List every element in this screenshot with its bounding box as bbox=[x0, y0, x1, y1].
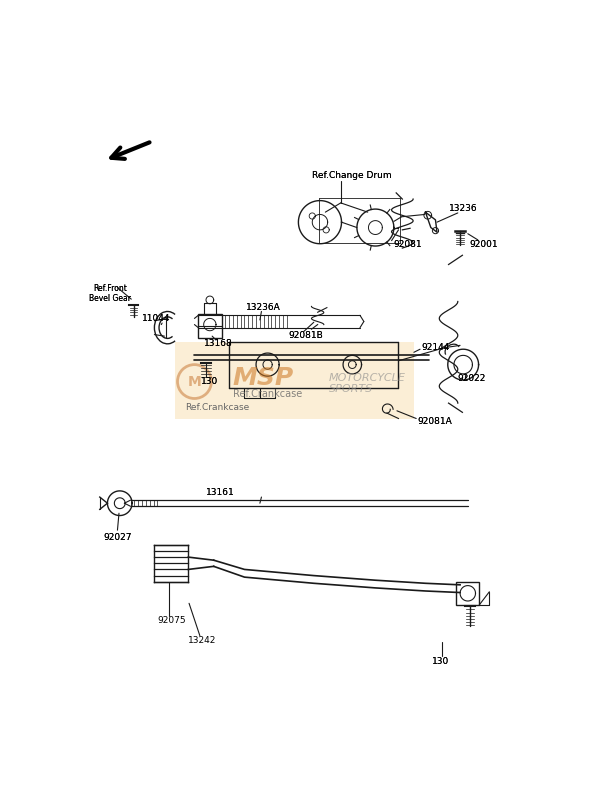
Text: SPORTS: SPORTS bbox=[329, 384, 373, 394]
Text: Ref.Crankcase: Ref.Crankcase bbox=[233, 389, 302, 399]
Text: 92081: 92081 bbox=[393, 240, 422, 249]
Text: 92144: 92144 bbox=[422, 343, 450, 352]
Text: 11044: 11044 bbox=[142, 314, 170, 323]
Text: 92022: 92022 bbox=[458, 374, 486, 383]
Text: 92001: 92001 bbox=[469, 240, 498, 249]
FancyBboxPatch shape bbox=[175, 341, 414, 419]
Text: Ref.Front
Bevel Gear: Ref.Front Bevel Gear bbox=[89, 284, 131, 304]
Text: 13242: 13242 bbox=[188, 636, 216, 645]
Text: 92001: 92001 bbox=[469, 240, 498, 249]
Text: 92075: 92075 bbox=[157, 616, 186, 625]
Text: 13161: 13161 bbox=[206, 488, 234, 497]
Text: 130: 130 bbox=[432, 657, 449, 666]
Text: Ref.Front
Bevel Gear: Ref.Front Bevel Gear bbox=[89, 284, 131, 304]
Text: 130: 130 bbox=[201, 377, 219, 386]
Text: MOTORCYCLE: MOTORCYCLE bbox=[329, 373, 406, 384]
Text: 13168: 13168 bbox=[204, 340, 233, 348]
Text: 92022: 92022 bbox=[458, 374, 486, 383]
Text: Ref.Change Drum: Ref.Change Drum bbox=[313, 172, 392, 181]
Text: M: M bbox=[187, 375, 201, 388]
Text: 92081A: 92081A bbox=[418, 417, 452, 426]
Text: 13236: 13236 bbox=[449, 204, 478, 213]
Text: 92144: 92144 bbox=[422, 343, 450, 352]
Text: Ref.Crankcase: Ref.Crankcase bbox=[186, 403, 250, 412]
Text: 130: 130 bbox=[201, 377, 219, 386]
Text: 92081B: 92081B bbox=[289, 331, 323, 340]
Text: 13236: 13236 bbox=[449, 204, 478, 213]
Text: 92081B: 92081B bbox=[289, 331, 323, 340]
Text: 13161: 13161 bbox=[206, 488, 234, 497]
Text: 13236A: 13236A bbox=[246, 303, 281, 312]
Text: 13236A: 13236A bbox=[246, 303, 281, 312]
Text: 11044: 11044 bbox=[142, 314, 170, 323]
Text: Ref.Change Drum: Ref.Change Drum bbox=[313, 172, 392, 181]
Text: 130: 130 bbox=[432, 657, 449, 666]
Text: 92081A: 92081A bbox=[418, 417, 452, 426]
Text: 92027: 92027 bbox=[103, 534, 132, 543]
Text: 92081: 92081 bbox=[393, 240, 422, 249]
Text: MSP: MSP bbox=[233, 367, 294, 391]
Text: 13168: 13168 bbox=[204, 340, 233, 348]
Text: 92027: 92027 bbox=[103, 534, 132, 543]
